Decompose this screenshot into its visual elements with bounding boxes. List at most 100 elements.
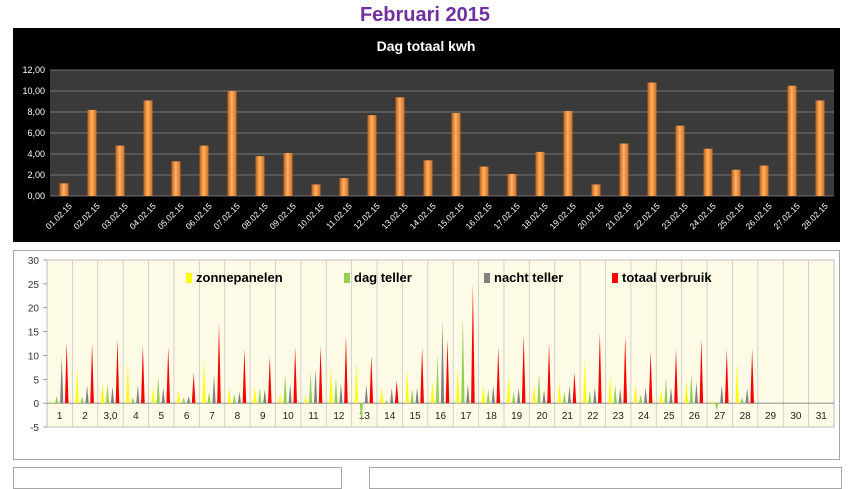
chart2-bar-dag-teller [283,373,287,404]
chart1-bar [675,125,685,196]
chart1-bar [283,152,293,196]
lower-panel-left [13,467,342,489]
chart2-bar-dag-teller [689,373,693,404]
chart2-xtick-label: 7 [209,411,215,422]
chart2-bar-zonnepanelen [151,386,155,404]
chart2-bar-totaal-verbruik [750,348,754,404]
chart1-xtick-label: 01.02.15 [43,201,74,232]
lower-panel-right [369,467,842,489]
chart1-xtick-label: 18.02.15 [519,201,550,232]
chart1-bar [423,160,433,196]
chart2-bar-dag-teller [385,400,389,404]
chart1-bar [759,165,769,196]
chart2-bar-dag-teller [664,377,668,404]
chart1-bar [451,113,461,196]
chart2-ytick-label: 0 [33,399,39,410]
chart2-xtick-label: 19 [511,411,523,422]
chart2-bar-nacht-teller [288,384,292,404]
chart2-bar-zonnepanelen [684,380,688,404]
chart1-xtick-label: 27.02.15 [771,201,802,232]
chart2-bar-totaal-verbruik [648,351,653,404]
chart2-xtick-label: 1 [57,411,63,422]
chart2-bar-dag-teller [461,316,465,404]
chart1-xtick-label: 14.02.15 [407,201,438,232]
chart2-bar-totaal-verbruik [191,373,196,404]
chart2-xtick-label: 9 [260,411,266,422]
chart2-bar-zonnepanelen [50,401,54,404]
chart1-bar [815,100,825,196]
chart1-bar [367,115,377,196]
chart1-bar [563,110,573,196]
chart2-xtick-label: 15 [410,411,422,422]
chart2-ytick-label: 30 [28,256,40,267]
chart2-xtick-label: 4 [133,411,139,422]
chart2-legend-swatch [484,273,490,283]
chart2-bar-nacht-teller [313,368,318,404]
chart1-bar [787,85,797,196]
chart2-xtick-label: 28 [740,411,752,422]
chart2-xtick-label: 22 [587,411,599,422]
chart2-bar-nacht-teller [491,385,495,404]
chart2-bar-dag-teller [207,391,211,404]
chart1-bar [703,148,713,196]
chart2-bar-dag-teller [486,388,490,404]
chart2-bar-dag-teller [334,378,338,404]
chart2-bar-nacht-teller [542,389,546,404]
chart1-xtick-label: 16.02.15 [463,201,494,232]
chart2-xtick-label: 30 [790,411,802,422]
chart1-xtick-label: 05.02.15 [155,201,186,232]
chart2-bar-nacht-teller [694,382,698,404]
chart2-legend-label: nacht teller [494,270,563,285]
chart1-bar [479,166,489,196]
chart1-bar [171,161,181,196]
chart1-bar [59,183,69,196]
chart1-xtick-label: 17.02.15 [491,201,522,232]
chart2-bar-zonnepanelen [253,386,257,404]
chart2-bar-dag-teller [55,395,59,404]
chart2-bar-nacht-teller [60,356,64,404]
chart2-bar-totaal-verbruik [242,348,247,404]
chart1-ytick-label: 12,00 [22,65,45,75]
chart1-xtick-label: 10.02.15 [295,201,326,232]
chart1-xtick-label: 20.02.15 [575,201,606,232]
chart2-bar-nacht-teller [593,387,597,404]
chart2-bar-totaal-verbruik [344,335,348,404]
chart1-xtick-label: 13.02.15 [379,201,410,232]
chart2-ytick-label: 20 [28,304,40,315]
chart2-bar-zonnepanelen [177,389,181,404]
chart2-bar-zonnepanelen [430,380,435,404]
chart1-ytick-label: 6,00 [27,128,45,138]
chart2-bar-zonnepanelen [608,374,612,404]
chart2-bar-dag-teller [512,391,516,404]
chart2-bar-zonnepanelen [532,384,536,404]
chart1-xtick-label: 07.02.15 [211,201,242,232]
chart2-legend-label: dag teller [354,270,412,285]
chart2-bar-dag-teller [182,397,186,404]
chart2-bar-totaal-verbruik [724,349,729,404]
chart1-xtick-label: 11.02.15 [324,201,354,231]
chart2-bar-dag-teller [156,375,160,404]
chart2-bar-zonnepanelen [735,362,739,404]
chart2-legend-label: zonnepanelen [196,270,283,285]
chart2-bar-nacht-teller [517,387,521,404]
chart2-bar-totaal-verbruik [598,332,602,404]
chart2-bar-zonnepanelen [227,387,232,404]
chart2-xtick-label: 25 [663,411,675,422]
chart2-xtick-label: 6 [184,411,190,422]
chart2-bar-dag-teller [638,394,643,404]
chart2-bar-dag-teller [308,372,313,404]
chart2-bar-zonnepanelen [380,387,384,404]
chart2-bar-nacht-teller [339,383,343,404]
chart2-xtick-label: 10 [283,411,295,422]
chart2-legend-label: totaal verbruik [622,270,712,285]
chart2-bar-nacht-teller [110,386,115,404]
chart2-bar-nacht-teller [669,387,673,404]
chart2-bar-dag-teller [537,373,541,404]
chart2-bar-totaal-verbruik [64,342,69,404]
chart2-bar-dag-teller [131,397,135,404]
chart2-xtick-label: 20 [536,411,548,422]
chart2-bar-zonnepanelen [75,367,79,404]
page-title: Februari 2015 [359,4,491,26]
chart2-legend-swatch [344,273,350,283]
chart2-ytick-label: 10 [28,351,40,362]
